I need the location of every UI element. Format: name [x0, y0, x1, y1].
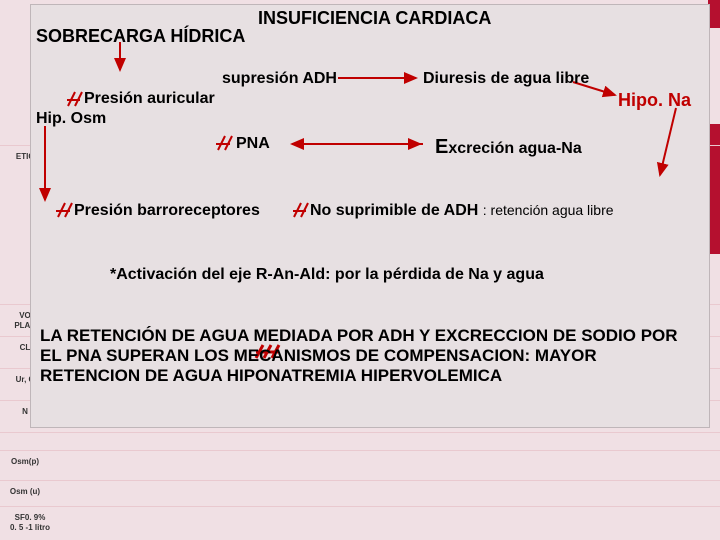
text-conclusion: LA RETENCIÓN DE AGUA MEDIADA POR ADH Y E… — [40, 326, 700, 386]
text-presion-barro: Presión barroreceptores — [74, 202, 260, 220]
subtitle: SOBRECARGA HÍDRICA — [36, 26, 245, 47]
text-presion-auricular: Presión auricular — [84, 90, 215, 108]
slide-page: ETIC VO PLAS CL Ur, C N Osm(p) Osm (u) S… — [0, 0, 720, 540]
text-hiposm: Hip. Osm — [36, 110, 106, 128]
bg-label: Osm(p) — [4, 457, 46, 467]
text-hipona: Hipo. Na — [618, 90, 691, 111]
text-no-suprimible: No suprimible de ADH : retención agua li… — [310, 202, 614, 220]
text-pna: PNA — [236, 135, 270, 153]
bg-label: SF0. 9% 0. 5 -1 litro — [4, 513, 56, 533]
text-diuresis: Diuresis de agua libre — [423, 70, 589, 88]
bg-label: Osm (u) — [4, 487, 46, 497]
text-excrecion: Excreción agua-Na — [435, 136, 582, 159]
text-supresion: supresión ADH — [222, 70, 337, 88]
text-activacion: *Activación del eje R-An-Ald: por la pér… — [110, 266, 544, 284]
title: INSUFICIENCIA CARDIACA — [258, 8, 491, 29]
